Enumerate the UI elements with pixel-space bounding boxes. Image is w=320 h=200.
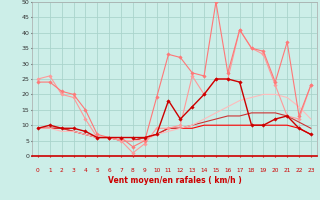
X-axis label: Vent moyen/en rafales ( km/h ): Vent moyen/en rafales ( km/h ) — [108, 176, 241, 185]
